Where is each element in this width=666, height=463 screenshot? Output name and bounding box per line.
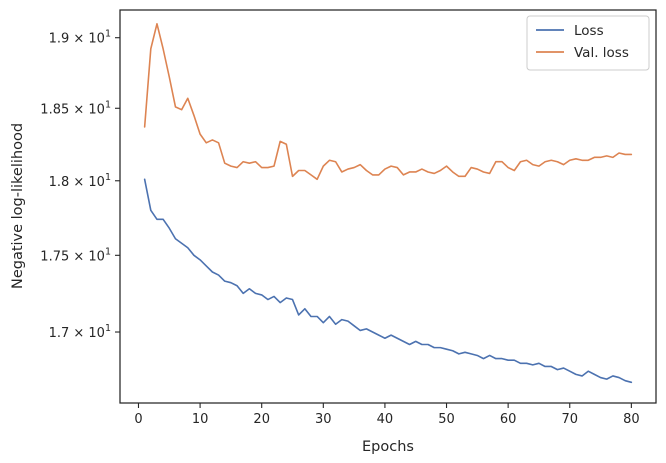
x-tick-label: 0 <box>134 412 142 427</box>
y-tick-label: 1.7 × 101 <box>49 323 111 341</box>
y-tick-label: 1.85 × 101 <box>40 99 111 117</box>
x-tick-label: 10 <box>192 412 209 427</box>
x-tick-label: 50 <box>438 412 455 427</box>
x-tick-label: 80 <box>623 412 640 427</box>
legend-label-0: Loss <box>574 23 604 39</box>
series-line-1 <box>143 23 633 181</box>
legend: Loss Val. loss <box>526 15 650 71</box>
plot-frame <box>119 9 657 404</box>
x-axis: 0 10 20 30 40 50 60 70 80 <box>134 403 640 427</box>
y-axis: 1.7 × 101 1.75 × 101 1.8 × 101 1.85 × 101 1.… <box>40 29 120 341</box>
x-axis-label: Epochs <box>362 439 414 455</box>
x-tick-label: 40 <box>377 412 394 427</box>
series-line-0 <box>143 178 633 384</box>
x-tick-label: 70 <box>561 412 578 427</box>
series-layer <box>143 23 633 384</box>
y-tick-label: 1.75 × 101 <box>40 246 111 264</box>
x-tick-label: 60 <box>500 412 517 427</box>
x-tick-label: 20 <box>253 412 270 427</box>
y-tick-label: 1.8 × 101 <box>49 172 111 190</box>
y-tick-label: 1.9 × 101 <box>49 29 111 47</box>
legend-label-1: Val. loss <box>574 45 629 61</box>
y-axis-label: Negative log-likelihood <box>10 123 26 289</box>
x-tick-label: 30 <box>315 412 332 427</box>
